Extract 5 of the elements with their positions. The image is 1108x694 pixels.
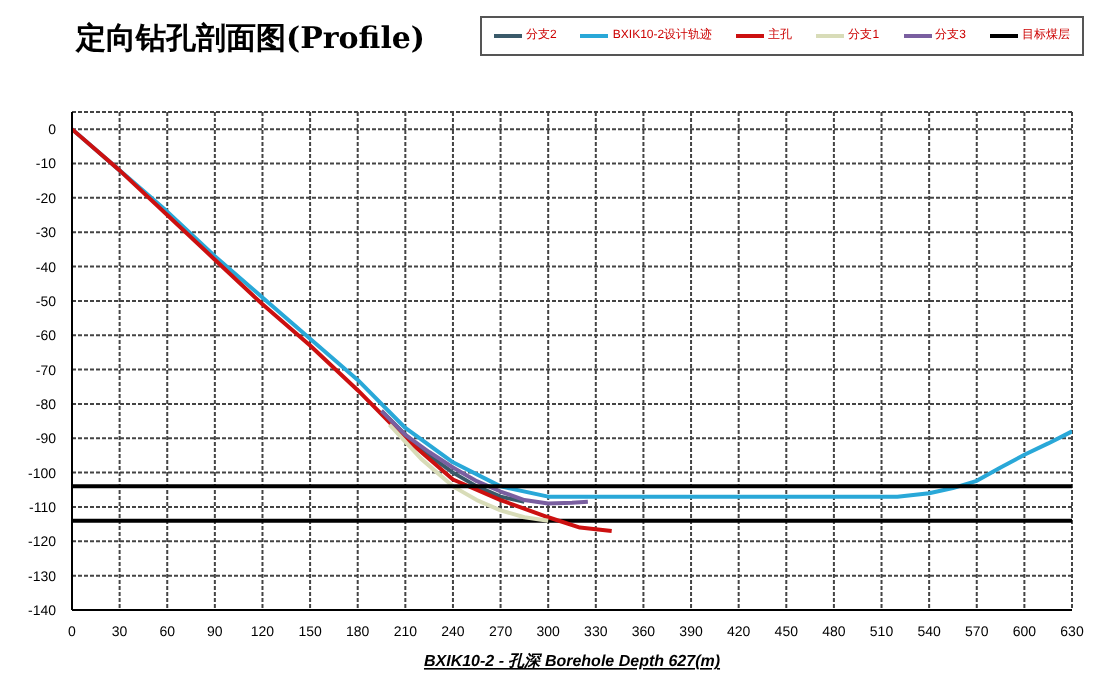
chart-title: 定向钻孔剖面图(Profile) bbox=[76, 20, 426, 58]
line-series bbox=[72, 127, 614, 534]
line-series bbox=[379, 408, 590, 506]
x-axis-title: BXIK10-2 - 孔深 Borehole Depth 627(m) bbox=[423, 652, 721, 670]
line-series bbox=[387, 422, 551, 523]
